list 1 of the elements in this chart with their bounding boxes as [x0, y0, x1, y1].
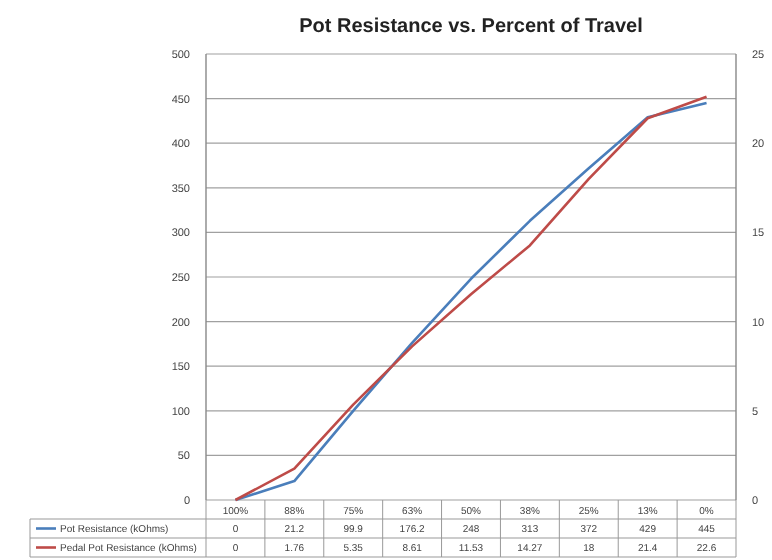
chart-title: Pot Resistance vs. Percent of Travel — [299, 16, 644, 38]
